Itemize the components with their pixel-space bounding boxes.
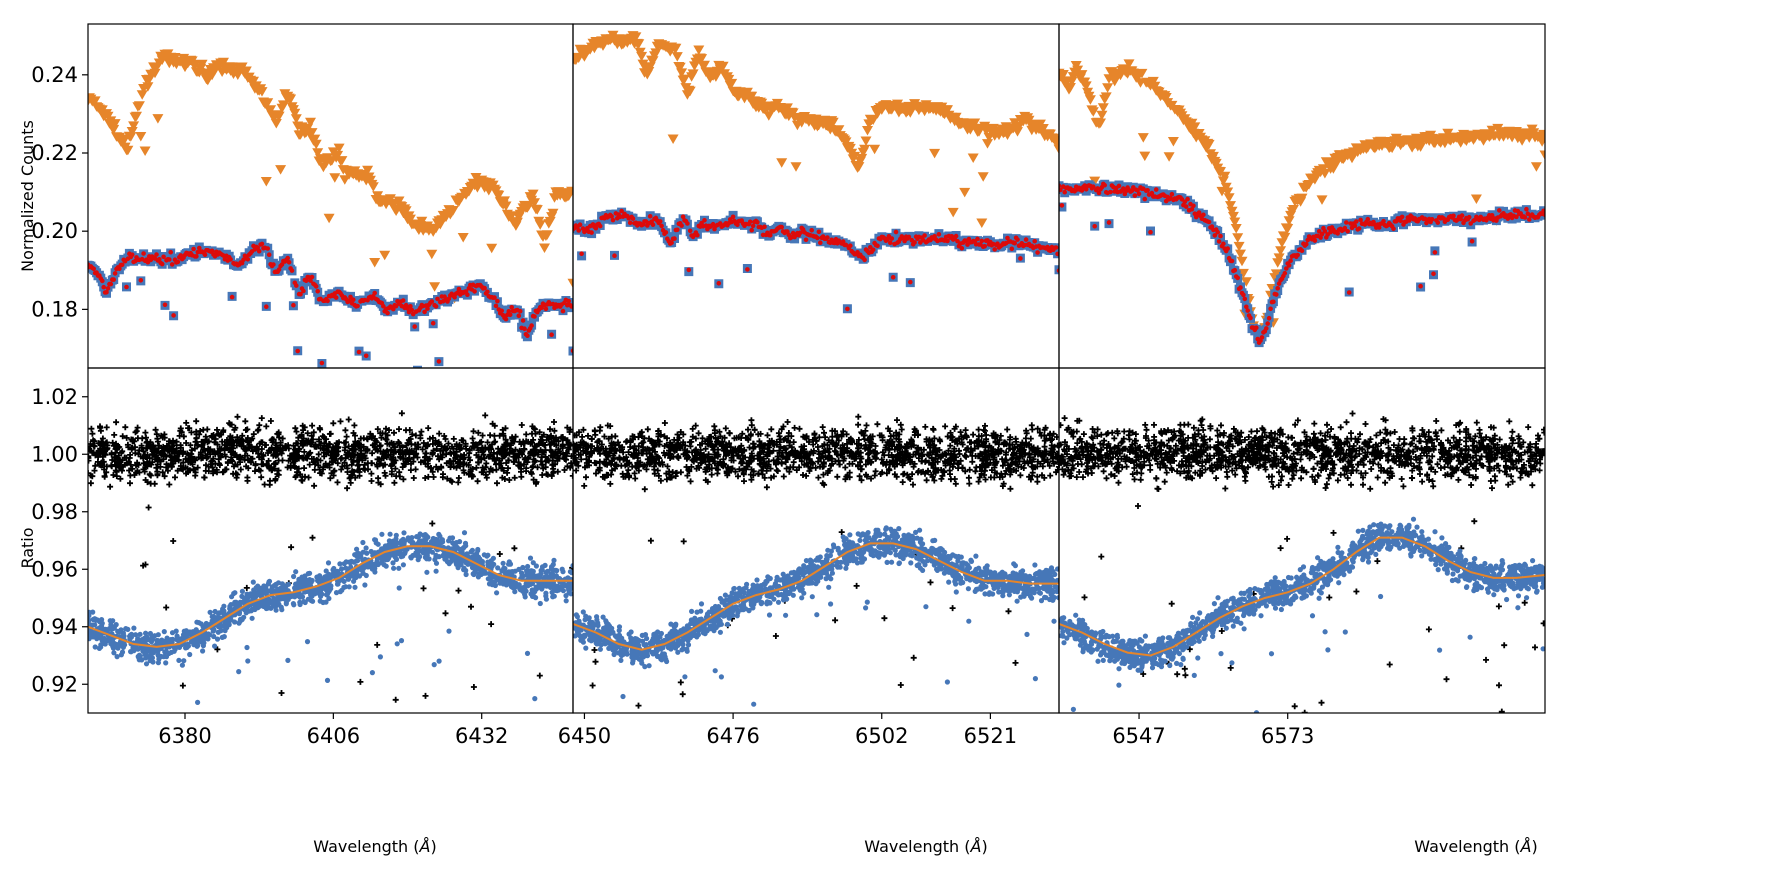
x-tick-label: 6380 <box>158 724 211 748</box>
y-tick-label: 0.18 <box>31 297 78 321</box>
bottom-panel-2-frame <box>572 367 1060 714</box>
y-tick-label: 0.22 <box>31 141 78 165</box>
comparison-spectrum-markers <box>88 49 573 304</box>
x-axis-label-unit: Å <box>1520 837 1532 856</box>
x-axis-label-middle: Wavelength (Å) <box>864 837 987 856</box>
bottom-panel-1-data <box>88 410 573 705</box>
x-axis-label-text: Wavelength ( <box>313 837 419 856</box>
top-panel-3-data <box>1059 59 1545 368</box>
y-tick-label: 0.24 <box>31 63 78 87</box>
x-tick-label: 6406 <box>307 724 360 748</box>
bottom-panel-2-data <box>573 413 1059 709</box>
y-tick-label: 0.94 <box>31 615 78 639</box>
comparison-spectrum-markers <box>573 30 1059 228</box>
x-tick-label: 6573 <box>1261 724 1314 748</box>
top-panel-2-data <box>573 30 1059 314</box>
raw-ratio-markers <box>88 410 573 703</box>
x-axis-label-text: Wavelength ( <box>864 837 970 856</box>
x-axis-label-close: ) <box>1531 837 1537 856</box>
model-markers <box>1059 181 1545 345</box>
x-tick-label: 6432 <box>455 724 508 748</box>
corrected-ratio-markers <box>573 525 1059 707</box>
axis-ticks: 0.18 0.20 0.22 0.24 6380 6406 6432 0.92 0.94 0.96… <box>31 63 1314 748</box>
x-tick-label: 6521 <box>964 724 1017 748</box>
x-tick-label: 6476 <box>706 724 759 748</box>
comparison-spectrum-markers <box>1059 59 1545 368</box>
x-tick-label: 6450 <box>558 724 611 748</box>
top-y-axis-label: Normalized Counts <box>18 120 37 272</box>
y-tick-label: 0.92 <box>31 672 78 696</box>
corrected-ratio-markers <box>88 530 573 705</box>
x-tick-label: 6547 <box>1112 724 1165 748</box>
bottom-y-axis-label: Ratio <box>18 527 37 568</box>
plot-data <box>88 30 1545 713</box>
target-spectrum-markers <box>88 238 573 368</box>
top-panel-1-data <box>88 49 573 368</box>
y-tick-label: 0.98 <box>31 500 78 524</box>
target-spectrum-markers <box>1059 179 1545 348</box>
panel-frames <box>87 23 1546 714</box>
x-axis-label-left: Wavelength (Å) <box>313 837 436 856</box>
x-axis-label-unit: Å <box>419 837 431 856</box>
smooth-fit-line <box>1059 536 1545 657</box>
y-tick-label: 1.02 <box>31 385 78 409</box>
x-axis-label-text: Wavelength ( <box>1414 837 1520 856</box>
x-axis-label-unit: Å <box>970 837 982 856</box>
smooth-fit-line <box>573 542 1059 651</box>
x-axis-label-close: ) <box>430 837 436 856</box>
x-axis-label-close: ) <box>981 837 987 856</box>
x-axis-label-right: Wavelength (Å) <box>1414 837 1537 856</box>
raw-ratio-markers <box>1059 410 1545 713</box>
y-tick-label: 1.00 <box>31 442 78 466</box>
y-tick-label: 0.96 <box>31 557 78 581</box>
smooth-fit-line <box>88 545 573 648</box>
model-markers <box>573 208 1059 312</box>
bottom-panel-3-data <box>1059 410 1545 713</box>
corrected-ratio-markers <box>1059 516 1545 713</box>
y-tick-label: 0.20 <box>31 219 78 243</box>
x-tick-label: 6502 <box>855 724 908 748</box>
bottom-panel-1-frame <box>87 367 574 714</box>
bottom-panel-3-frame <box>1058 367 1546 714</box>
